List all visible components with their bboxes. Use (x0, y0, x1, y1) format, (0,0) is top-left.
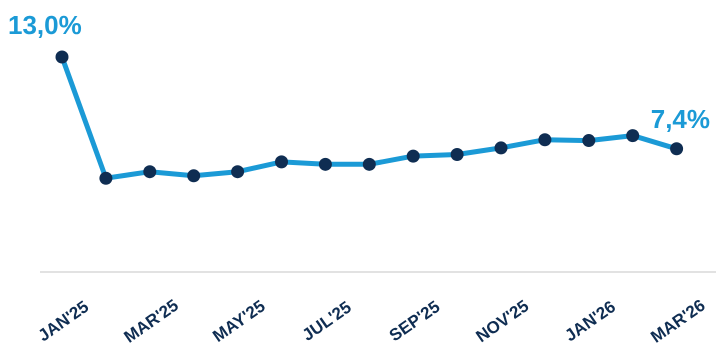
x-tick-label: JAN'25 (35, 297, 93, 345)
data-point (99, 171, 113, 185)
x-tick-label: JAN'26 (561, 297, 619, 345)
x-tick-label: SEP'25 (386, 297, 444, 345)
data-point (187, 169, 201, 183)
data-point (494, 141, 508, 155)
data-point (318, 157, 332, 171)
data-point (275, 155, 288, 169)
data-point (670, 142, 684, 156)
data-labels: 13,0% 7,4% (8, 10, 710, 134)
data-point (143, 165, 157, 179)
data-point (626, 129, 640, 143)
data-point (582, 134, 596, 148)
data-point (362, 157, 376, 171)
x-tick-label: JUL'25 (299, 298, 355, 345)
data-points (55, 50, 684, 185)
data-label: 7,4% (651, 104, 710, 134)
data-point (538, 133, 552, 147)
data-point (231, 165, 245, 179)
x-tick-label: MAY'25 (209, 296, 268, 346)
data-label: 13,0% (8, 10, 82, 40)
data-point (406, 149, 420, 163)
x-tick-label: MAR'26 (647, 296, 708, 347)
x-tick-label: NOV'25 (472, 296, 532, 346)
x-tick-label: MAR'25 (121, 296, 182, 347)
data-point (450, 147, 464, 161)
data-point (55, 50, 69, 64)
x-axis-tick-labels: JAN'25 MAR'25 MAY'25 JUL'25 SEP'25 NOV'25 JAN'… (35, 296, 709, 347)
